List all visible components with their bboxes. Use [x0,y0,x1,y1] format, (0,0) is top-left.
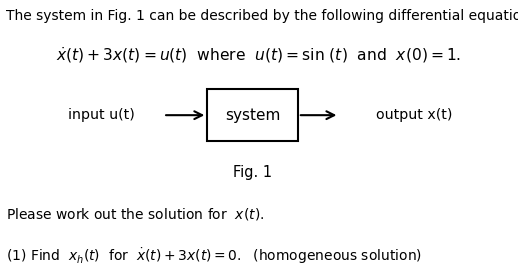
Text: (1) Find  $x_h(t)$  for  $\dot{x}(t) + 3x(t) = 0.$  (homogeneous solution): (1) Find $x_h(t)$ for $\dot{x}(t) + 3x(t… [6,247,422,266]
Text: system: system [225,108,280,123]
Text: Please work out the solution for  $x(t)$.: Please work out the solution for $x(t)$. [6,206,265,222]
Text: Fig. 1: Fig. 1 [233,165,272,180]
Text: $\dot{x}(t) + 3x(t) = u(t)$  where  $u(t) = \sin\,(t)$  and  $x(0) = 1.$: $\dot{x}(t) + 3x(t) = u(t)$ where $u(t) … [56,45,462,65]
Text: output x(t): output x(t) [376,108,453,122]
Text: The system in Fig. 1 can be described by the following differential equation:: The system in Fig. 1 can be described by… [6,9,518,24]
Bar [207,89,298,141]
Text: input u(t): input u(t) [68,108,134,122]
